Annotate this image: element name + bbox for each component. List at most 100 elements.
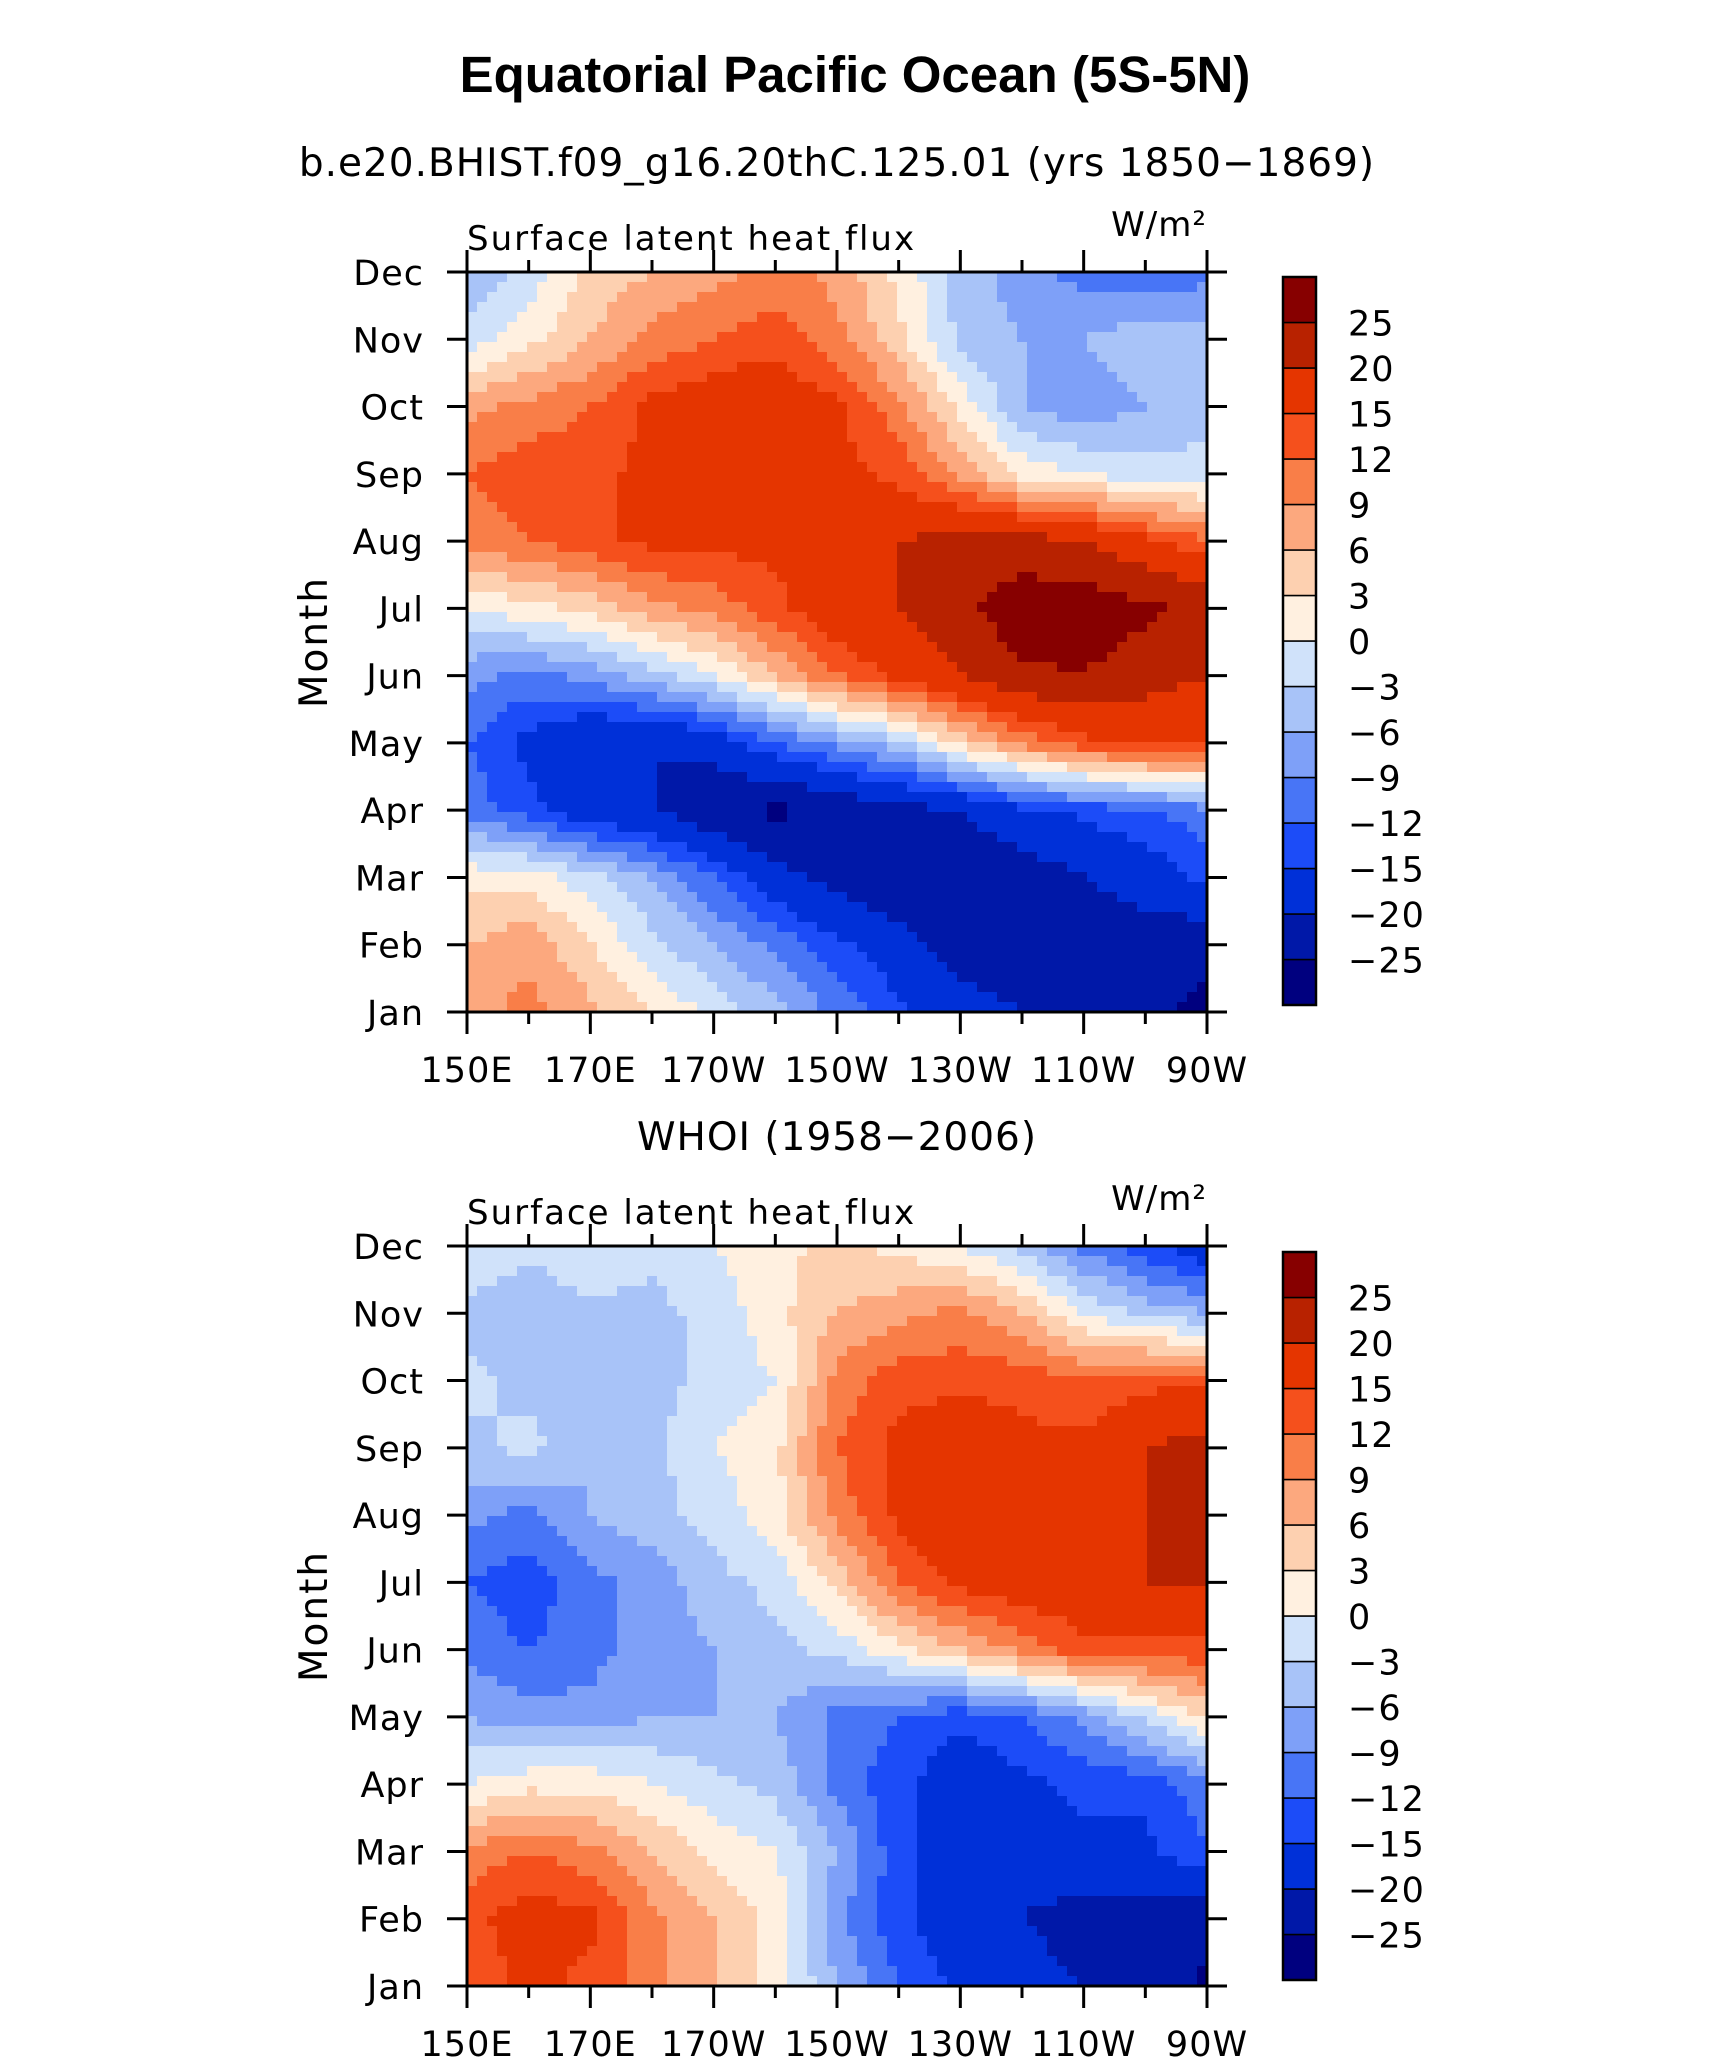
heatmap-cell — [597, 932, 608, 943]
heatmap-cell — [757, 482, 768, 493]
heatmap-cell — [677, 402, 688, 413]
heatmap-cell — [1007, 292, 1018, 303]
heatmap-cell — [647, 332, 658, 343]
heatmap-cell — [737, 902, 748, 913]
heatmap-cell — [857, 712, 868, 723]
heatmap-cell — [507, 372, 518, 383]
heatmap-cell — [927, 922, 938, 933]
heatmap-cell — [937, 852, 948, 863]
heatmap-cell — [987, 922, 998, 933]
heatmap-cell — [477, 502, 488, 513]
heatmap-cell — [1147, 932, 1158, 943]
heatmap-cell — [1067, 512, 1078, 523]
heatmap-cell — [1057, 312, 1068, 323]
heatmap-cell — [857, 642, 868, 653]
heatmap-cell — [937, 792, 948, 803]
heatmap-cell — [667, 732, 678, 743]
heatmap-cell — [787, 492, 798, 503]
heatmap-cell — [1007, 672, 1018, 683]
heatmap-cell — [847, 662, 858, 673]
heatmap-cell — [1127, 462, 1138, 473]
heatmap-cell — [477, 782, 488, 793]
heatmap-cell — [1187, 292, 1198, 303]
heatmap-cell — [1117, 772, 1128, 783]
heatmap-cell — [847, 882, 858, 893]
heatmap-cell — [757, 352, 768, 363]
heatmap-cell — [967, 492, 978, 503]
heatmap-cell — [997, 582, 1008, 593]
heatmap-cell — [1007, 372, 1018, 383]
heatmap-cell — [717, 682, 728, 693]
heatmap-cell — [737, 832, 748, 843]
heatmap-cell — [1047, 842, 1058, 853]
heatmap-cell — [507, 312, 518, 323]
heatmap-cell — [717, 802, 728, 813]
heatmap-cell — [837, 842, 848, 853]
heatmap-cell — [697, 522, 708, 533]
heatmap-cell — [517, 462, 528, 473]
heatmap-cell — [1097, 512, 1108, 523]
heatmap-cell — [657, 852, 668, 863]
heatmap-cell — [487, 432, 498, 443]
heatmap-cell — [1017, 402, 1028, 413]
heatmap-cell — [987, 532, 998, 543]
heatmap-cell — [1057, 362, 1068, 373]
heatmap-cell — [557, 502, 568, 513]
heatmap-cell — [657, 832, 668, 843]
heatmap-cell — [1057, 882, 1068, 893]
heatmap-cell — [777, 362, 788, 373]
heatmap-cell — [877, 822, 888, 833]
heatmap-cell — [587, 332, 598, 343]
heatmap-cell — [907, 672, 918, 683]
heatmap-cell — [1157, 532, 1168, 543]
heatmap-cell — [487, 612, 498, 623]
heatmap-cell — [1047, 932, 1058, 943]
heatmap-cell — [667, 902, 678, 913]
heatmap-cell — [1057, 852, 1068, 863]
heatmap-cell — [477, 372, 488, 383]
heatmap-cell — [1037, 582, 1048, 593]
heatmap-cell — [907, 362, 918, 373]
heatmap-cell — [567, 542, 578, 553]
heatmap-cell — [707, 492, 718, 503]
heatmap-cell — [837, 492, 848, 503]
heatmap-cell — [607, 772, 618, 783]
heatmap-cell — [787, 682, 798, 693]
heatmap-cell — [587, 602, 598, 613]
heatmap-cell — [667, 492, 678, 503]
heatmap-cell — [1157, 662, 1168, 673]
heatmap-cell — [1037, 402, 1048, 413]
heatmap-cell — [857, 882, 868, 893]
heatmap-cell — [1037, 382, 1048, 393]
heatmap-cell — [567, 742, 578, 753]
heatmap-cell — [1077, 562, 1088, 573]
heatmap-cell — [767, 602, 778, 613]
heatmap-cell — [647, 482, 658, 493]
heatmap-cell — [677, 812, 688, 823]
heatmap-cell — [647, 892, 658, 903]
heatmap-cell — [1137, 592, 1148, 603]
heatmap-cell — [527, 752, 538, 763]
heatmap-cell — [1067, 552, 1078, 563]
heatmap-cell — [687, 332, 698, 343]
heatmap-cell — [957, 622, 968, 633]
heatmap-cell — [1027, 812, 1038, 823]
heatmap-cell — [1087, 352, 1098, 363]
heatmap-cell — [1107, 872, 1118, 883]
heatmap-cell — [1137, 552, 1148, 563]
heatmap-cell — [617, 732, 628, 743]
heatmap-cell — [957, 392, 968, 403]
heatmap-cell — [527, 682, 538, 693]
heatmap-cell — [1017, 892, 1028, 903]
heatmap-cell — [677, 652, 688, 663]
heatmap-cell — [787, 932, 798, 943]
heatmap-cell — [1027, 352, 1038, 363]
heatmap-cell — [507, 842, 518, 853]
heatmap-cell — [1077, 362, 1088, 373]
heatmap-cell — [1067, 372, 1078, 383]
heatmap-cell — [647, 692, 658, 703]
heatmap-cell — [637, 432, 648, 443]
heatmap-cell — [887, 362, 898, 373]
heatmap-cell — [1127, 772, 1138, 783]
heatmap-cell — [1097, 412, 1108, 423]
